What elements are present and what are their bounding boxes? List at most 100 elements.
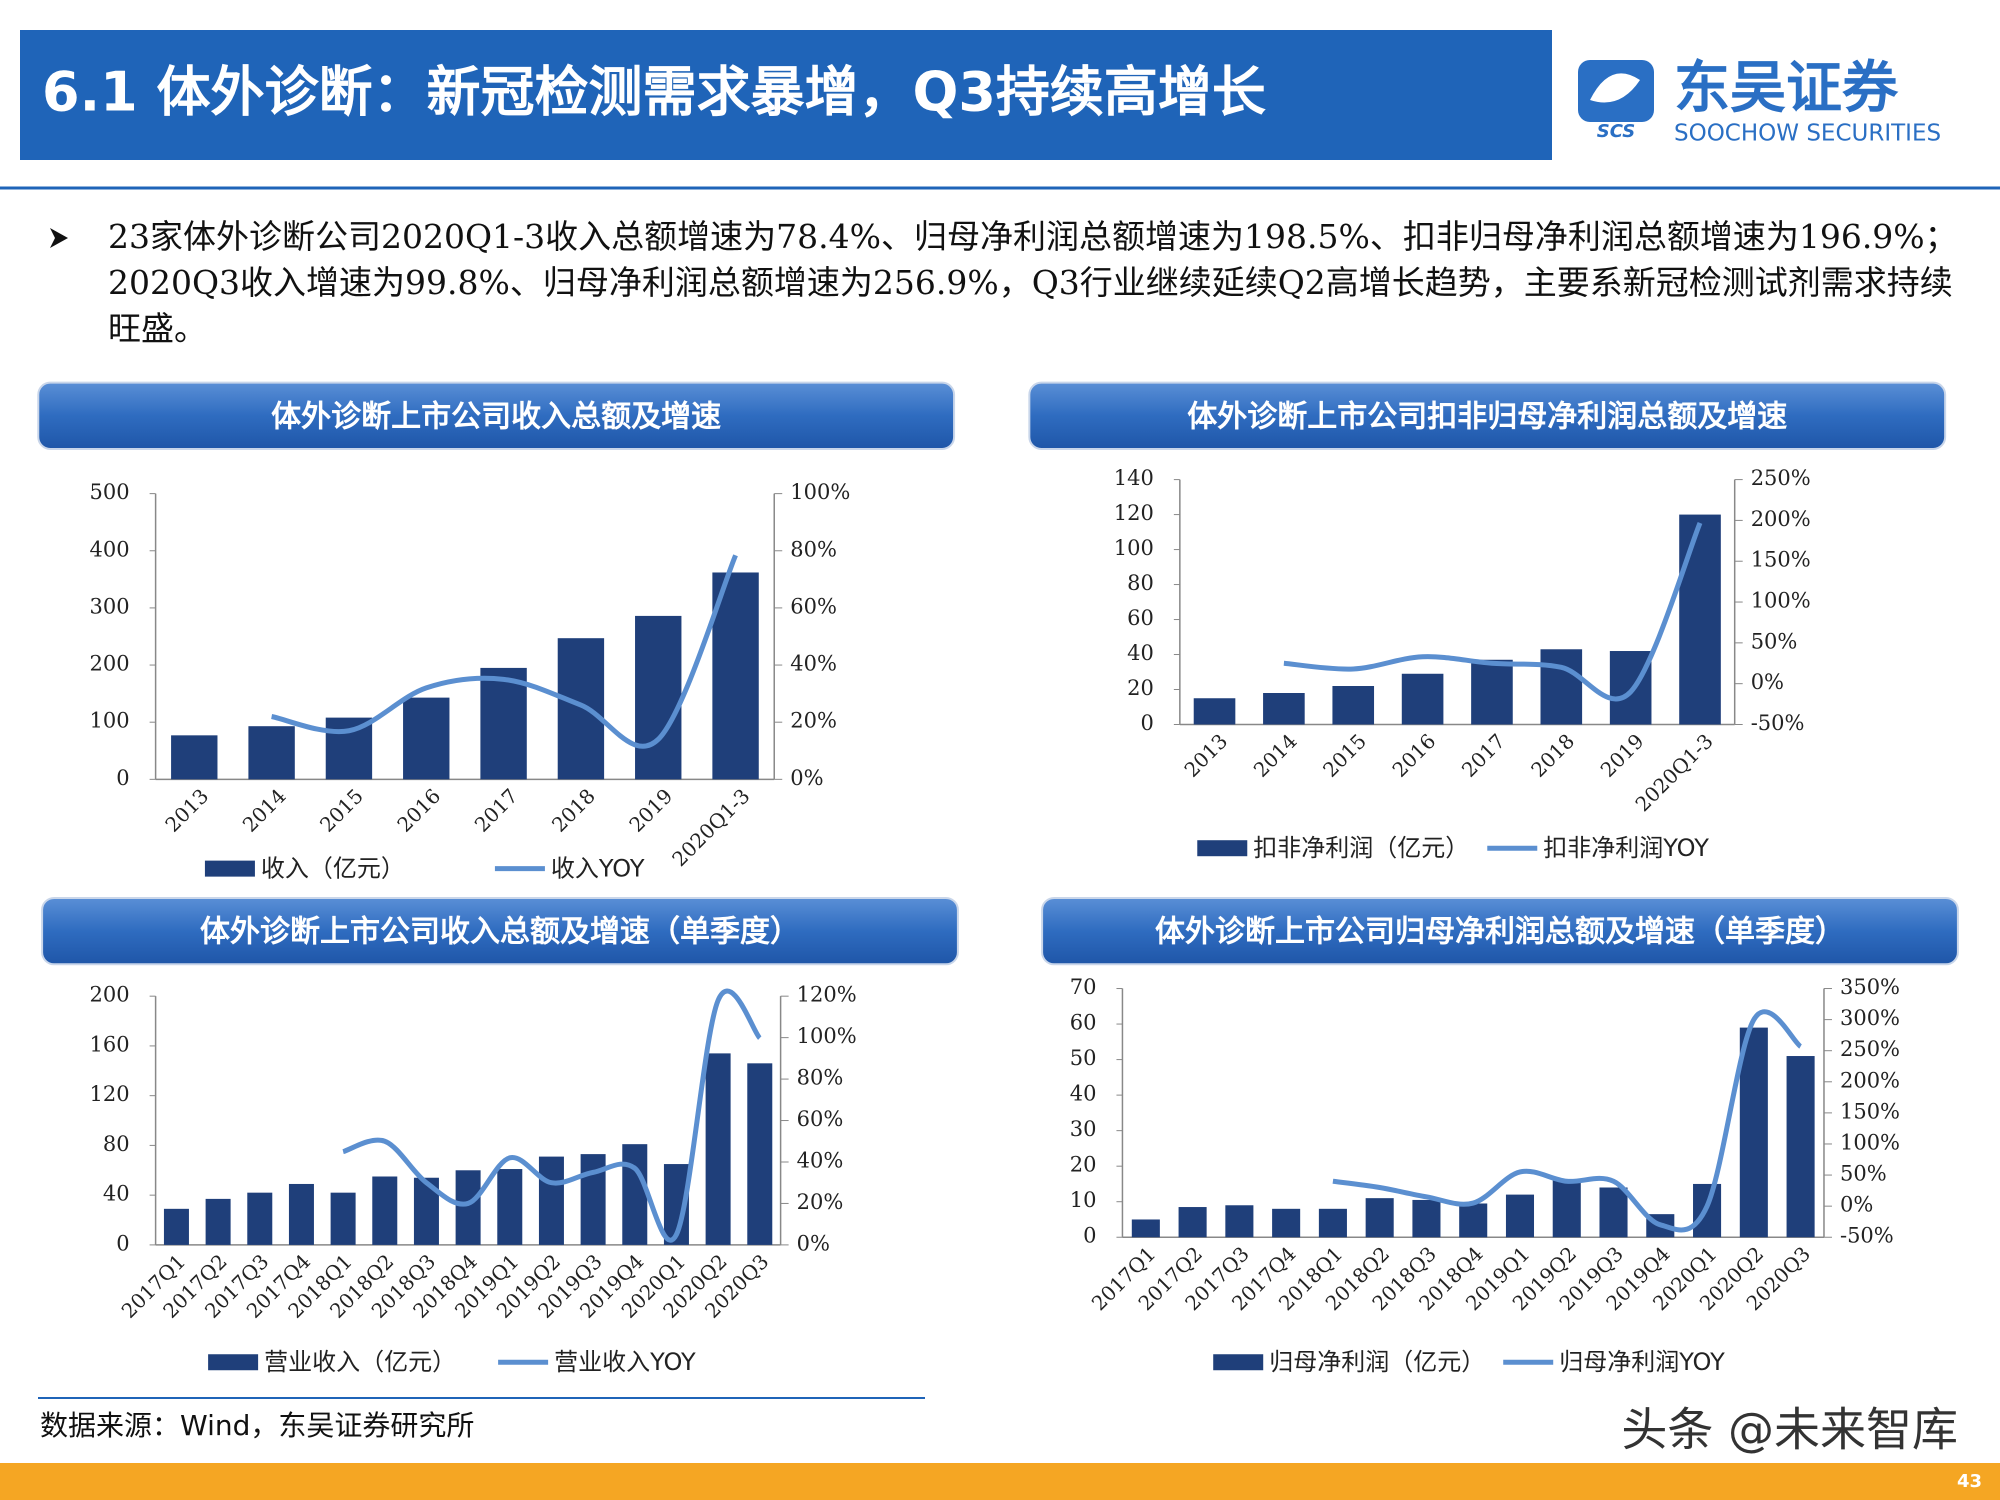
x-tick-label: 2018 <box>547 784 600 837</box>
y2-tick-label: 20% <box>797 1190 844 1214</box>
bar <box>205 1198 231 1245</box>
x-tick-label: 2013 <box>1179 729 1232 782</box>
legend-label: 归母净利润YOY <box>1559 1348 1725 1376</box>
bar <box>705 1053 731 1245</box>
legend-label: 营业收入YOY <box>554 1348 696 1376</box>
bar <box>635 615 682 780</box>
y-tick-label: 20 <box>1127 676 1154 700</box>
y-tick-label: 200 <box>90 652 130 676</box>
logo-en: SOOCHOW SECURITIES <box>1674 121 1941 147</box>
bullet-text: 23家体外诊断公司2020Q1-3收入总额增速为78.4%、归母净利润总额增速为… <box>108 217 1958 348</box>
bar <box>1679 514 1721 725</box>
bar <box>1225 1205 1254 1238</box>
bar <box>1318 1208 1347 1238</box>
y2-tick-label: 200% <box>1840 1068 1900 1092</box>
bar <box>1131 1219 1160 1238</box>
yoy-line <box>1283 521 1703 702</box>
bar <box>1609 651 1652 725</box>
bar <box>1552 1180 1581 1238</box>
x-tick-label: 2019 <box>1596 729 1649 782</box>
bar <box>480 667 527 780</box>
y2-tick-label: 150% <box>1751 548 1811 572</box>
y2-tick-label: 60% <box>797 1107 844 1131</box>
y-tick-label: 0 <box>1083 1224 1096 1248</box>
y2-tick-label: 100% <box>790 480 850 504</box>
legend-swatch <box>204 860 255 877</box>
y-tick-label: 70 <box>1070 975 1097 999</box>
legend-swatch <box>208 1354 259 1371</box>
y2-tick-label: -50% <box>1840 1224 1894 1248</box>
bar <box>1540 649 1583 725</box>
panel-title-bg <box>1028 381 1947 450</box>
source: 数据来源：Wind，东吴证券研究所 <box>40 1409 474 1442</box>
y2-tick-label: 80% <box>790 537 837 561</box>
charts: 体外诊断上市公司收入总额及增速01002003004005000%20%40%6… <box>37 381 1959 1376</box>
bar <box>288 1183 314 1245</box>
bar <box>1599 1187 1628 1238</box>
bar <box>403 697 450 780</box>
y2-tick-label: 0% <box>797 1231 830 1255</box>
y-tick-label: 20 <box>1070 1153 1097 1177</box>
y-tick-label: 120 <box>90 1082 130 1106</box>
bar <box>1332 686 1375 725</box>
x-tick-label: 2017 <box>470 784 523 837</box>
y-tick-label: 40 <box>103 1182 130 1206</box>
y2-tick-label: 150% <box>1840 1099 1900 1123</box>
panel-title: 体外诊断上市公司扣非归母净利润总额及增速 <box>1187 399 1787 434</box>
x-tick-label: 2015 <box>1318 729 1371 782</box>
legend-label: 收入YOY <box>551 855 645 883</box>
y2-tick-label: 200% <box>1751 507 1811 531</box>
bar <box>171 735 218 780</box>
x-tick-label: 2020Q1-3 <box>667 784 754 871</box>
y-tick-label: 30 <box>1070 1117 1097 1141</box>
bar <box>372 1176 398 1245</box>
logo-swirl <box>1590 73 1640 103</box>
bar <box>1786 1056 1815 1238</box>
y2-tick-label: 40% <box>797 1148 844 1172</box>
x-tick-label: 2015 <box>315 784 368 837</box>
y-tick-label: 40 <box>1070 1082 1097 1106</box>
y-tick-label: 0 <box>1140 711 1153 735</box>
yoy-line <box>271 554 738 749</box>
y2-tick-label: 0% <box>1840 1193 1873 1217</box>
y-tick-label: 0 <box>116 1231 129 1255</box>
y2-tick-label: 20% <box>790 709 837 733</box>
y-tick-label: 80 <box>103 1132 130 1156</box>
legend-swatch <box>1213 1354 1264 1371</box>
y2-tick-label: 50% <box>1751 629 1798 653</box>
logo-abbr: SCS <box>1597 121 1636 142</box>
y2-tick-label: 120% <box>797 983 857 1007</box>
page-number: 43 <box>1957 1471 1982 1492</box>
bar <box>330 1192 356 1245</box>
y-tick-label: 120 <box>1114 501 1154 525</box>
bar <box>247 1192 273 1245</box>
y2-tick-label: 250% <box>1840 1037 1900 1061</box>
y-tick-label: 160 <box>90 1032 130 1056</box>
bar <box>622 1144 648 1245</box>
x-tick-label: 2017 <box>1457 729 1510 782</box>
y2-tick-label: 100% <box>1840 1130 1900 1154</box>
y2-tick-label: 40% <box>790 652 837 676</box>
bar <box>1412 1199 1441 1238</box>
bar <box>1401 673 1444 725</box>
logo: SCS 东吴证券 SOOCHOW SECURITIES <box>1578 56 1941 147</box>
y2-tick-label: 50% <box>1840 1162 1887 1186</box>
y-tick-label: 500 <box>90 480 130 504</box>
bar <box>1272 1208 1301 1238</box>
header-title: 6.1 体外诊断：新冠检测需求暴增，Q3持续高增长 <box>42 61 1266 124</box>
logo-cn: 东吴证券 <box>1674 56 1899 121</box>
y-tick-label: 50 <box>1070 1046 1097 1070</box>
bar <box>163 1208 189 1245</box>
y-tick-label: 60 <box>1127 606 1154 630</box>
bar <box>497 1169 523 1245</box>
panel-title-bg <box>1041 896 1959 966</box>
bar <box>1193 698 1236 725</box>
bar <box>1263 693 1305 725</box>
bar <box>557 638 605 780</box>
bar <box>747 1063 773 1245</box>
y2-tick-label: 350% <box>1840 975 1900 999</box>
bar <box>1365 1198 1394 1238</box>
panel-title: 体外诊断上市公司收入总额及增速 <box>271 399 721 434</box>
legend-label: 扣非净利润（亿元） <box>1253 834 1469 862</box>
